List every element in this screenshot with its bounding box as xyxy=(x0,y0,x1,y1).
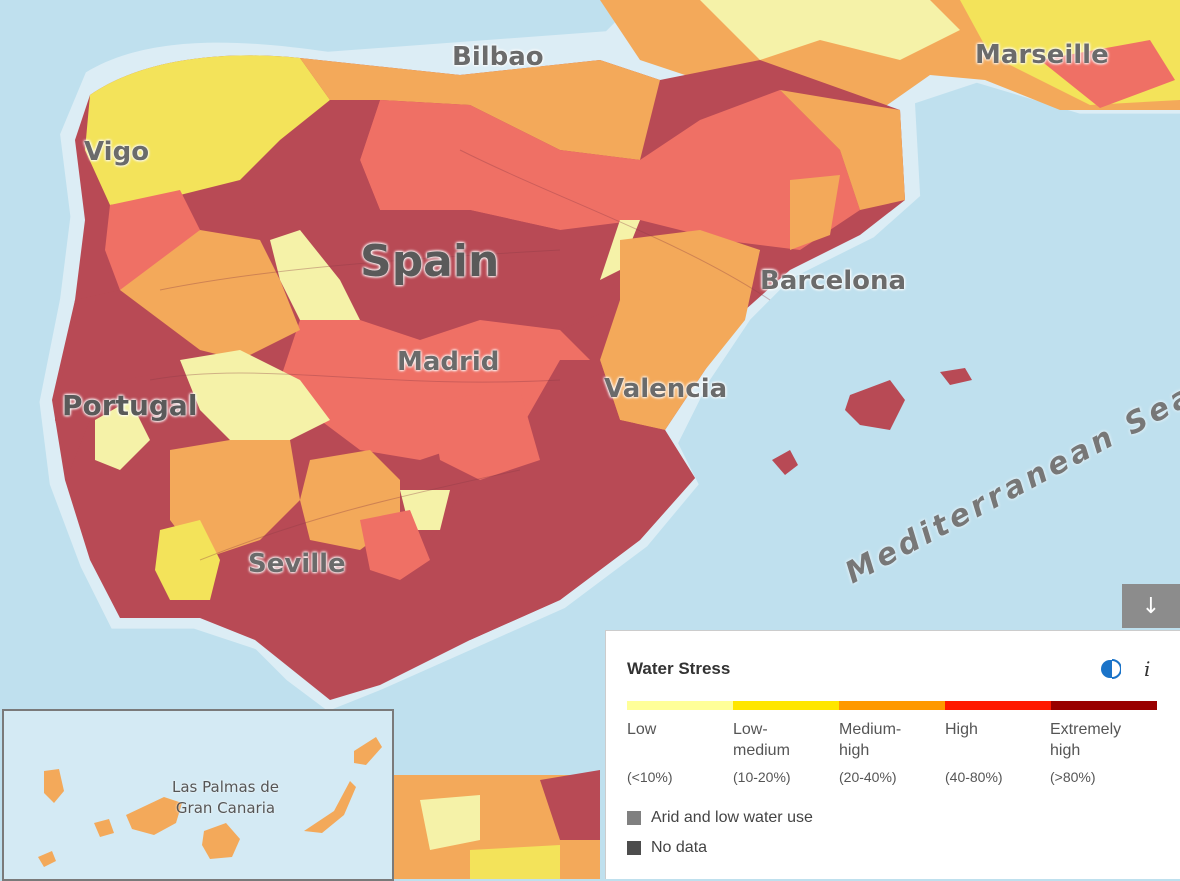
legend-category-high: High (40-80%) xyxy=(945,719,1045,785)
label-valencia: Valencia xyxy=(604,374,728,404)
legend-category-label-2: high xyxy=(839,742,870,759)
label-bilbao: Bilbao xyxy=(452,42,544,72)
label-marseille: Marseille xyxy=(975,40,1109,70)
canary-islands-map xyxy=(38,737,382,867)
ramp-low-medium xyxy=(733,701,839,710)
label-vigo: Vigo xyxy=(84,137,150,167)
canary-islands-inset: Las Palmas de Gran Canaria xyxy=(2,709,394,881)
legend-category-range: (<10%) xyxy=(627,769,673,785)
label-las-palmas: Las Palmas de Gran Canaria xyxy=(172,777,279,819)
arrow-down-icon: ↓ xyxy=(1141,593,1161,619)
legend-category-low: Low (<10%) xyxy=(627,719,727,785)
arid-swatch xyxy=(627,811,641,825)
half-circle-toggle-icon[interactable] xyxy=(1101,659,1121,679)
legend-title: Water Stress xyxy=(627,659,731,678)
legend-no-data: No data xyxy=(627,839,707,857)
legend-category-low-medium: Low- medium (10-20%) xyxy=(733,719,833,785)
legend-category-range: (10-20%) xyxy=(733,769,791,785)
legend-category-label-2: high xyxy=(1050,742,1081,759)
ramp-extremely-high xyxy=(1051,701,1157,710)
legend-category-extremely-high: Extremely high (>80%) xyxy=(1050,719,1150,785)
label-spain: Spain xyxy=(360,236,500,287)
ramp-high xyxy=(945,701,1051,710)
label-las-palmas-line2: Gran Canaria xyxy=(175,799,276,817)
legend-category-label: Medium- xyxy=(839,721,902,738)
no-data-label: No data xyxy=(651,839,708,856)
label-madrid: Madrid xyxy=(397,347,500,377)
legend-category-range: (>80%) xyxy=(1050,769,1096,785)
legend-collapse-button[interactable]: ↓ xyxy=(1122,584,1180,628)
legend-category-label-2: medium xyxy=(733,742,790,759)
legend-color-ramp xyxy=(627,701,1157,710)
label-barcelona: Barcelona xyxy=(760,266,907,296)
no-data-swatch xyxy=(627,841,641,855)
legend-panel: Water Stress i Low (<10%) Low- medium (1… xyxy=(605,630,1180,879)
legend-category-label: High xyxy=(945,721,978,738)
legend-category-medium-high: Medium- high (20-40%) xyxy=(839,719,939,785)
label-portugal: Portugal xyxy=(62,389,198,422)
arid-label: Arid and low water use xyxy=(651,809,813,826)
legend-category-label: Low- xyxy=(733,721,768,738)
info-icon[interactable]: i xyxy=(1144,657,1151,681)
legend-arid-low-water-use: Arid and low water use xyxy=(627,809,813,827)
label-las-palmas-line1: Las Palmas de xyxy=(172,778,279,796)
ramp-medium-high xyxy=(839,701,945,710)
label-seville: Seville xyxy=(248,549,346,579)
legend-category-range: (40-80%) xyxy=(945,769,1003,785)
legend-category-range: (20-40%) xyxy=(839,769,897,785)
ramp-low xyxy=(627,701,733,710)
legend-category-label: Extremely xyxy=(1050,721,1122,738)
legend-category-label: Low xyxy=(627,721,657,738)
